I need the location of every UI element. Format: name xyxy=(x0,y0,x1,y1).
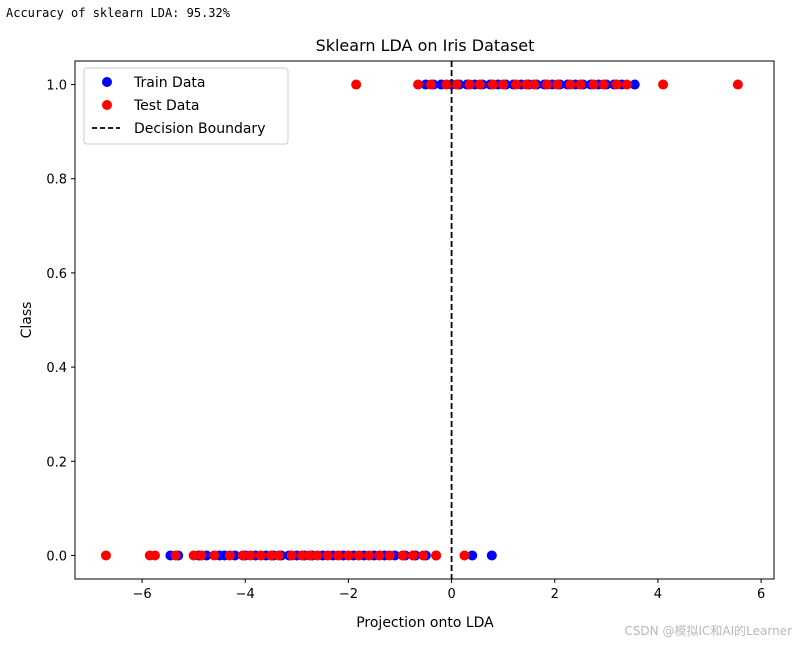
test-point xyxy=(384,550,395,561)
test-point xyxy=(273,550,284,561)
y-tick-label: 1.0 xyxy=(46,79,67,94)
y-tick-label: 0.8 xyxy=(46,173,67,188)
test-point xyxy=(474,79,485,90)
test-point xyxy=(413,79,424,90)
test-point xyxy=(296,550,307,561)
console-output: Accuracy of sklearn LDA: 95.32% xyxy=(6,6,230,20)
test-point xyxy=(658,79,669,90)
test-point xyxy=(343,550,354,561)
test-point xyxy=(552,79,563,90)
test-point xyxy=(459,550,470,561)
test-point xyxy=(255,550,266,561)
test-point xyxy=(149,550,160,561)
train-point xyxy=(467,550,478,561)
test-point xyxy=(732,79,743,90)
x-tick-label: −6 xyxy=(132,587,151,602)
test-point xyxy=(598,79,609,90)
chart-title: Sklearn LDA on Iris Dataset xyxy=(316,36,535,55)
legend-boundary-label: Decision Boundary xyxy=(134,121,265,137)
x-tick-label: 6 xyxy=(757,587,765,602)
test-point xyxy=(188,550,199,561)
test-point xyxy=(333,550,344,561)
x-tick-label: 2 xyxy=(551,587,559,602)
plot-frame xyxy=(74,60,775,580)
legend-box xyxy=(83,67,289,145)
test-point xyxy=(575,79,586,90)
test-point xyxy=(588,79,599,90)
test-point xyxy=(351,79,362,90)
test-point xyxy=(364,550,375,561)
test-point xyxy=(542,79,553,90)
test-point xyxy=(266,550,277,561)
legend-test-marker xyxy=(102,100,112,110)
legend: Train Data Test Data Decision Boundary xyxy=(83,67,289,145)
watermark: CSDN @模拟IC和AI的Learner xyxy=(624,624,792,638)
test-point xyxy=(425,79,436,90)
x-tick-label: −2 xyxy=(339,587,358,602)
train-point xyxy=(486,550,497,561)
test-point xyxy=(312,550,323,561)
test-point xyxy=(407,550,418,561)
test-point xyxy=(611,79,622,90)
test-point xyxy=(100,550,111,561)
y-tick-label: 0.6 xyxy=(46,267,67,282)
x-axis-label: Projection onto LDA xyxy=(356,615,494,631)
series-test xyxy=(100,79,743,561)
test-point xyxy=(441,79,452,90)
test-point xyxy=(245,550,256,561)
y-tick-label: 0.0 xyxy=(46,549,67,564)
test-point xyxy=(170,550,181,561)
test-point xyxy=(487,79,498,90)
test-point xyxy=(451,79,462,90)
legend-test-label: Test Data xyxy=(133,98,199,114)
axis-ticks: −6 −4 −2 0 2 4 6 0.0 0.2 0.4 0.6 0.8 1.0 xyxy=(46,79,765,602)
test-point xyxy=(397,550,408,561)
test-point xyxy=(374,550,385,561)
y-axis-label: Class xyxy=(19,302,35,339)
x-tick-label: −4 xyxy=(236,587,255,602)
test-point xyxy=(431,550,442,561)
x-tick-label: 4 xyxy=(654,587,662,602)
test-point xyxy=(464,79,475,90)
test-point xyxy=(286,550,297,561)
test-point xyxy=(209,550,220,561)
test-point xyxy=(353,550,364,561)
test-point xyxy=(511,79,522,90)
test-point xyxy=(498,79,509,90)
test-point xyxy=(529,79,540,90)
data-points xyxy=(100,79,743,561)
test-point xyxy=(196,550,207,561)
test-point xyxy=(565,79,576,90)
test-point xyxy=(418,550,429,561)
x-tick-label: 0 xyxy=(447,587,455,602)
test-point xyxy=(304,550,315,561)
test-point xyxy=(521,79,532,90)
test-point xyxy=(621,79,632,90)
legend-train-label: Train Data xyxy=(133,75,205,91)
test-point xyxy=(322,550,333,561)
legend-train-marker xyxy=(102,77,112,87)
test-point xyxy=(237,550,248,561)
y-tick-label: 0.4 xyxy=(46,361,67,376)
train-point xyxy=(629,79,640,90)
test-point xyxy=(224,550,235,561)
y-tick-label: 0.2 xyxy=(46,455,67,470)
